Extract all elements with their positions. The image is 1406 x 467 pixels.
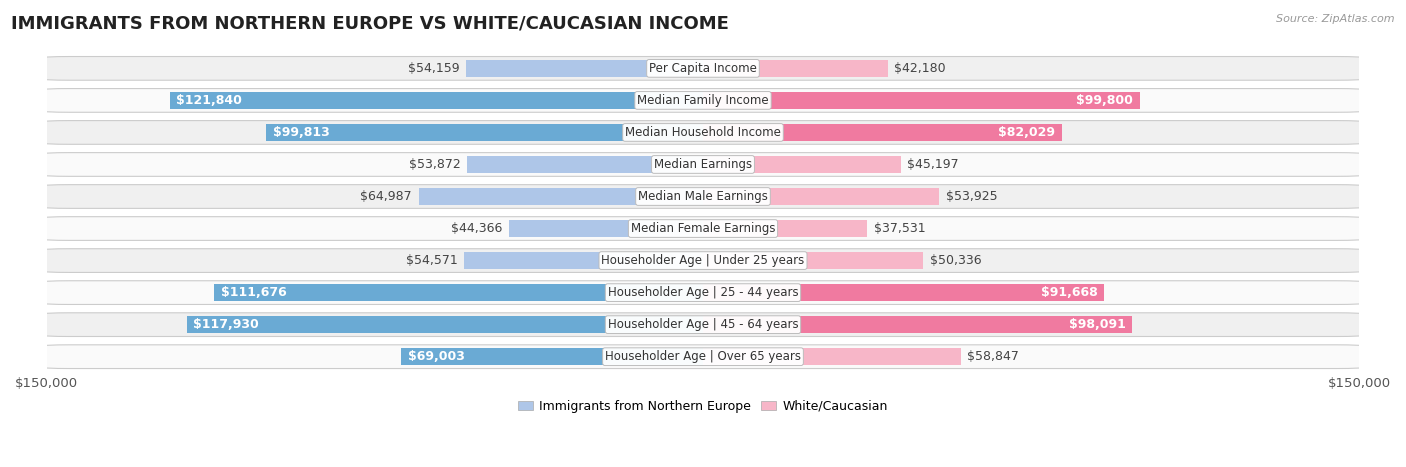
Text: $53,925: $53,925 bbox=[946, 190, 997, 203]
Text: Householder Age | 45 - 64 years: Householder Age | 45 - 64 years bbox=[607, 318, 799, 331]
Bar bbox=[467, 156, 703, 173]
Text: $99,813: $99,813 bbox=[273, 126, 329, 139]
FancyBboxPatch shape bbox=[44, 217, 1362, 241]
Bar bbox=[703, 124, 1062, 141]
Text: $37,531: $37,531 bbox=[873, 222, 925, 235]
Text: $69,003: $69,003 bbox=[408, 350, 464, 363]
Text: Per Capita Income: Per Capita Income bbox=[650, 62, 756, 75]
Text: Median Male Earnings: Median Male Earnings bbox=[638, 190, 768, 203]
Text: Median Household Income: Median Household Income bbox=[626, 126, 780, 139]
Text: Householder Age | 25 - 44 years: Householder Age | 25 - 44 years bbox=[607, 286, 799, 299]
Text: $44,366: $44,366 bbox=[451, 222, 502, 235]
FancyBboxPatch shape bbox=[44, 57, 1362, 80]
Bar bbox=[703, 316, 1132, 333]
Bar bbox=[703, 284, 1104, 301]
Bar bbox=[703, 60, 887, 77]
Bar bbox=[509, 220, 703, 237]
Bar bbox=[419, 188, 703, 205]
Text: $111,676: $111,676 bbox=[221, 286, 287, 299]
Bar bbox=[703, 188, 939, 205]
FancyBboxPatch shape bbox=[44, 313, 1362, 337]
Text: $54,159: $54,159 bbox=[408, 62, 460, 75]
FancyBboxPatch shape bbox=[44, 184, 1362, 208]
Bar bbox=[703, 156, 901, 173]
Bar bbox=[401, 348, 703, 366]
Text: Median Female Earnings: Median Female Earnings bbox=[631, 222, 775, 235]
Bar bbox=[214, 284, 703, 301]
FancyBboxPatch shape bbox=[44, 281, 1362, 304]
Text: $82,029: $82,029 bbox=[998, 126, 1056, 139]
Text: Median Family Income: Median Family Income bbox=[637, 94, 769, 107]
Text: $45,197: $45,197 bbox=[907, 158, 959, 171]
Text: $53,872: $53,872 bbox=[409, 158, 461, 171]
FancyBboxPatch shape bbox=[44, 120, 1362, 144]
FancyBboxPatch shape bbox=[44, 345, 1362, 368]
Text: Source: ZipAtlas.com: Source: ZipAtlas.com bbox=[1277, 14, 1395, 24]
Bar bbox=[187, 316, 703, 333]
Legend: Immigrants from Northern Europe, White/Caucasian: Immigrants from Northern Europe, White/C… bbox=[513, 395, 893, 417]
Text: Median Earnings: Median Earnings bbox=[654, 158, 752, 171]
Text: $58,847: $58,847 bbox=[967, 350, 1019, 363]
Text: $42,180: $42,180 bbox=[894, 62, 946, 75]
Text: $117,930: $117,930 bbox=[194, 318, 259, 331]
Text: $50,336: $50,336 bbox=[929, 254, 981, 267]
Text: $64,987: $64,987 bbox=[360, 190, 412, 203]
Text: $98,091: $98,091 bbox=[1069, 318, 1126, 331]
Bar bbox=[170, 92, 703, 109]
Bar bbox=[703, 220, 868, 237]
Bar bbox=[703, 92, 1140, 109]
Text: $91,668: $91,668 bbox=[1040, 286, 1098, 299]
Text: $121,840: $121,840 bbox=[176, 94, 242, 107]
Bar bbox=[266, 124, 703, 141]
Text: Householder Age | Over 65 years: Householder Age | Over 65 years bbox=[605, 350, 801, 363]
Text: $99,800: $99,800 bbox=[1077, 94, 1133, 107]
Bar bbox=[465, 60, 703, 77]
Text: Householder Age | Under 25 years: Householder Age | Under 25 years bbox=[602, 254, 804, 267]
Text: $54,571: $54,571 bbox=[406, 254, 457, 267]
Bar bbox=[703, 252, 924, 269]
FancyBboxPatch shape bbox=[44, 249, 1362, 272]
Bar bbox=[464, 252, 703, 269]
Text: IMMIGRANTS FROM NORTHERN EUROPE VS WHITE/CAUCASIAN INCOME: IMMIGRANTS FROM NORTHERN EUROPE VS WHITE… bbox=[11, 14, 730, 32]
FancyBboxPatch shape bbox=[44, 153, 1362, 177]
FancyBboxPatch shape bbox=[44, 89, 1362, 112]
Bar bbox=[703, 348, 960, 366]
